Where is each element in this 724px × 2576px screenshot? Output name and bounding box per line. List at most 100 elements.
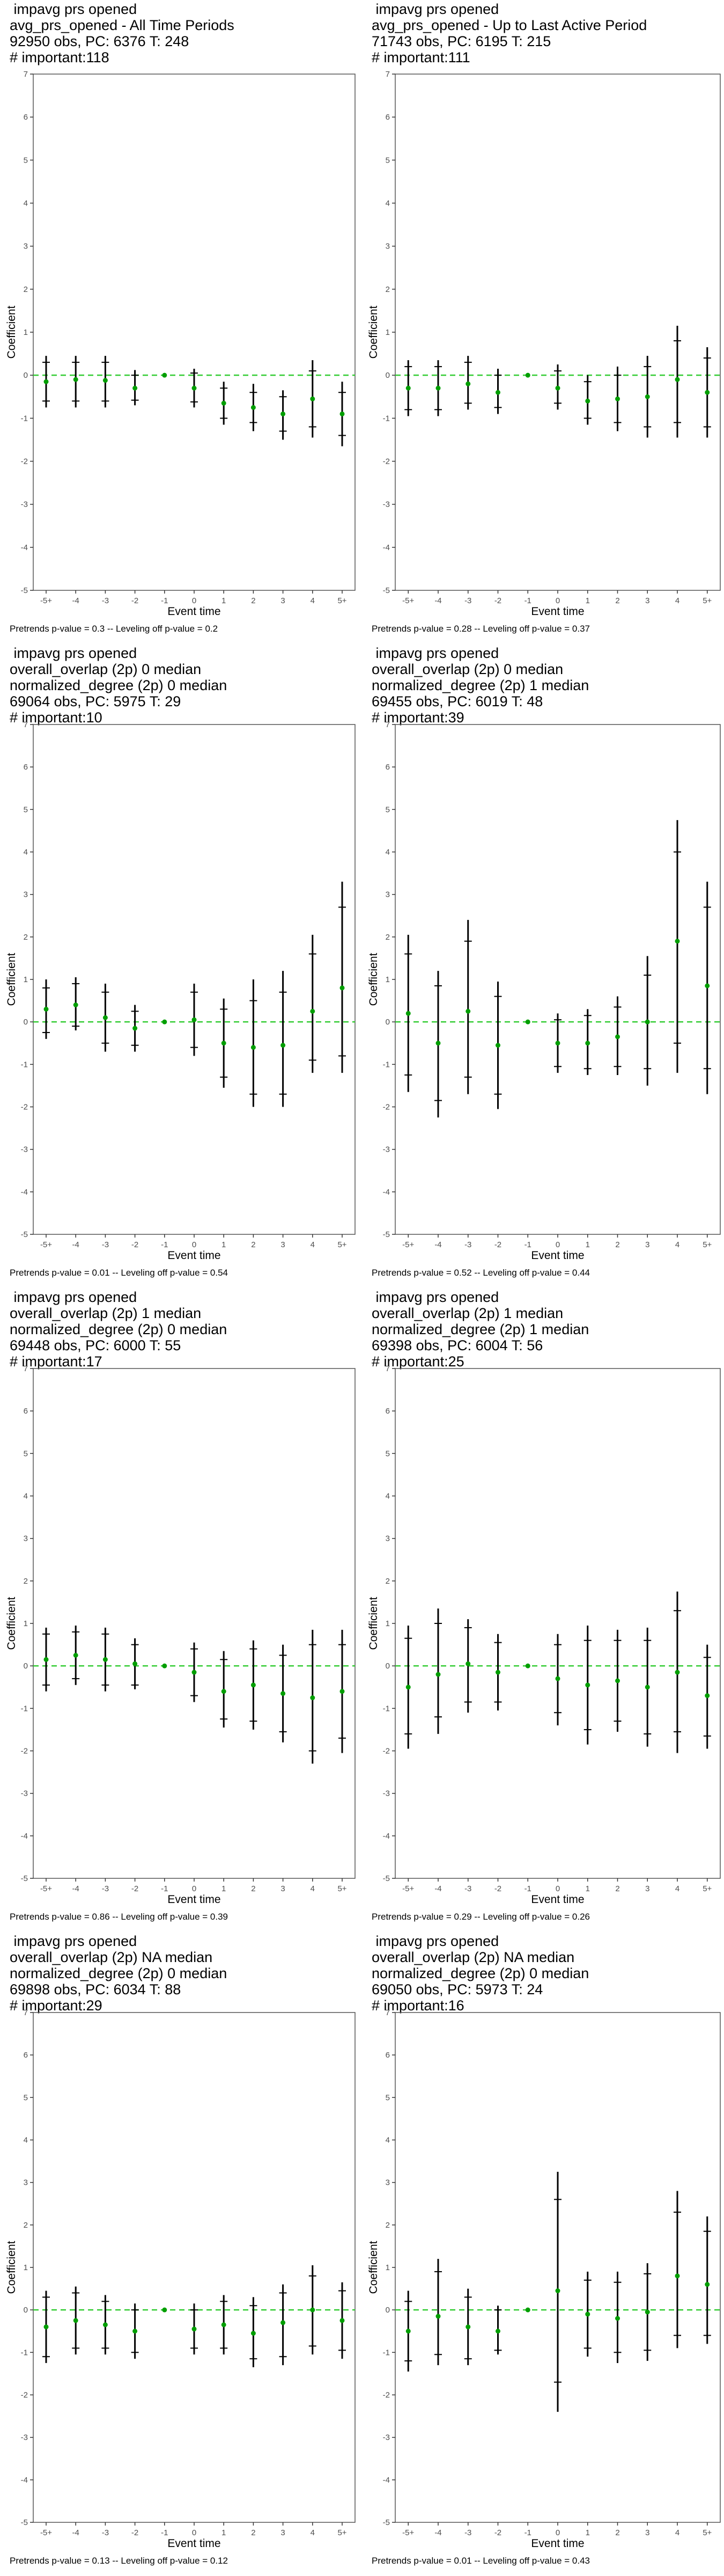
y-tick-label: -3 — [383, 500, 390, 509]
coefficient-point — [615, 396, 620, 401]
x-tick-label: 5+ — [337, 596, 346, 605]
x-tick-label: 0 — [192, 596, 196, 605]
coefficient-point — [705, 2282, 710, 2287]
y-tick-label: 3 — [24, 1534, 28, 1543]
x-tick-label: -3 — [102, 2528, 109, 2537]
chart-caption: Pretrends p-value = 0.29 -- Leveling off… — [372, 1912, 590, 1922]
coefficient-point — [555, 1041, 560, 1046]
chart-title-line: 69398 obs, PC: 6004 T: 56 — [372, 1337, 543, 1353]
y-tick-label: -5 — [383, 1230, 390, 1239]
x-tick-label: 2 — [251, 596, 255, 605]
coefficient-point — [405, 1011, 411, 1016]
y-tick-label: 0 — [24, 2306, 28, 2315]
coefficient-point — [339, 985, 345, 991]
y-tick-label: 6 — [386, 113, 390, 122]
chart-panel: impavg prs opened overall_overlap (2p) NA… — [0, 1932, 362, 2576]
chart-panel: impavg prs opened avg_prs_opened - Up to … — [362, 0, 724, 644]
coefficient-point — [162, 372, 167, 378]
coefficient-point — [525, 2307, 530, 2312]
x-tick-label: -1 — [524, 2528, 531, 2537]
chart-title-line: 69064 obs, PC: 5975 T: 29 — [10, 693, 181, 709]
y-tick-label: 1 — [386, 1619, 390, 1628]
plot-frame — [395, 74, 721, 591]
chart-svg: -5 -4 -3 -2 -1 0 1 2 3 4 5 6 7 -5+ -4 -3 -2 -1 0 1 2 3 4 5+ Even… — [5, 2008, 356, 2550]
coefficient-point — [435, 1672, 441, 1677]
coefficient-point — [73, 377, 78, 382]
chart-svg: -5 -4 -3 -2 -1 0 1 2 3 4 5 6 7 -5+ -4 -3 -2 -1 0 1 2 3 4 5+ Even… — [367, 1364, 721, 1906]
x-tick-label: -5+ — [402, 1884, 414, 1893]
x-tick-label: 2 — [615, 1240, 619, 1249]
y-tick-label: -3 — [21, 2433, 28, 2442]
y-tick-label: 2 — [386, 2221, 390, 2230]
coefficient-point — [102, 2322, 108, 2328]
x-tick-label: 1 — [221, 1240, 226, 1249]
y-tick-label: -4 — [21, 1188, 28, 1197]
coefficient-point — [435, 1041, 441, 1046]
x-tick-label: 0 — [556, 1884, 560, 1893]
x-tick-label: 4 — [675, 1884, 679, 1893]
x-tick-label: 2 — [251, 1240, 255, 1249]
y-tick-label: -3 — [21, 1789, 28, 1798]
coefficient-point — [675, 1670, 680, 1675]
chart-title-line: 69455 obs, PC: 6019 T: 48 — [372, 693, 543, 709]
x-tick-label: 0 — [556, 1240, 560, 1249]
chart-title-line: # important:118 — [10, 49, 109, 65]
y-tick-label: -1 — [383, 1060, 390, 1069]
chart-panel: impavg prs opened overall_overlap (2p) 0 … — [0, 644, 362, 1288]
coefficient-point — [280, 1043, 286, 1048]
y-tick-label: 1 — [386, 328, 390, 337]
x-tick-label: -2 — [131, 1240, 138, 1249]
chart-title-line: # important:17 — [10, 1353, 102, 1370]
coefficient-point — [43, 1006, 49, 1012]
x-tick-label: -1 — [524, 1240, 531, 1249]
x-tick-label: -1 — [161, 1240, 168, 1249]
x-tick-label: -2 — [494, 1884, 501, 1893]
y-tick-label: 3 — [386, 242, 390, 251]
y-tick-label: 5 — [24, 805, 28, 814]
x-tick-label: -5+ — [40, 1240, 52, 1249]
coefficient-point — [221, 400, 226, 406]
coefficient-point — [310, 396, 315, 401]
x-tick-label: 2 — [615, 1884, 619, 1893]
chart-caption: Pretrends p-value = 0.28 -- Leveling off… — [372, 624, 590, 634]
x-tick-label: 3 — [645, 1884, 649, 1893]
coefficient-point — [191, 2326, 197, 2332]
x-tick-label: -4 — [434, 596, 441, 605]
y-tick-label: 5 — [24, 156, 28, 165]
y-tick-label: -5 — [21, 2518, 28, 2527]
y-tick-label: 4 — [24, 2136, 28, 2145]
x-tick-label: -2 — [131, 1884, 138, 1893]
x-tick-label: -3 — [464, 596, 471, 605]
x-tick-label: 1 — [221, 2528, 226, 2537]
coefficient-point — [495, 2329, 500, 2334]
coefficient-point — [191, 385, 197, 391]
chart-title-line: 69448 obs, PC: 6000 T: 55 — [10, 1337, 181, 1353]
coefficient-point — [435, 385, 441, 391]
y-tick-label: -2 — [21, 1103, 28, 1112]
y-tick-label: 7 — [386, 70, 390, 79]
y-tick-label: 6 — [386, 763, 390, 772]
chart-title-line: impavg prs opened — [372, 1289, 499, 1305]
y-tick-label: 7 — [24, 70, 28, 79]
coefficient-point — [221, 2322, 226, 2328]
x-tick-label: 2 — [251, 2528, 255, 2537]
coefficient-point — [466, 1008, 471, 1014]
x-tick-label: 5+ — [337, 1240, 346, 1249]
chart-title-line: avg_prs_opened - Up to Last Active Perio… — [372, 17, 647, 33]
y-tick-label: 5 — [386, 156, 390, 165]
coefficient-point — [675, 939, 680, 944]
x-tick-label: 0 — [192, 1240, 196, 1249]
y-tick-label: 1 — [24, 328, 28, 337]
y-tick-label: 1 — [386, 975, 390, 984]
y-tick-label: 1 — [24, 2263, 28, 2272]
chart-title-line: # important:16 — [372, 1997, 464, 2014]
chart-title: impavg prs opened overall_overlap (2p) NA… — [372, 1933, 720, 2014]
coefficient-point — [495, 390, 500, 395]
y-tick-label: 4 — [24, 848, 28, 857]
x-tick-label: -1 — [524, 596, 531, 605]
chart-title-line: avg_prs_opened - All Time Periods — [10, 17, 234, 33]
coefficient-point — [555, 1676, 560, 1681]
x-tick-label: 3 — [645, 2528, 649, 2537]
x-tick-label: 2 — [251, 1884, 255, 1893]
coefficient-point — [250, 1045, 256, 1050]
